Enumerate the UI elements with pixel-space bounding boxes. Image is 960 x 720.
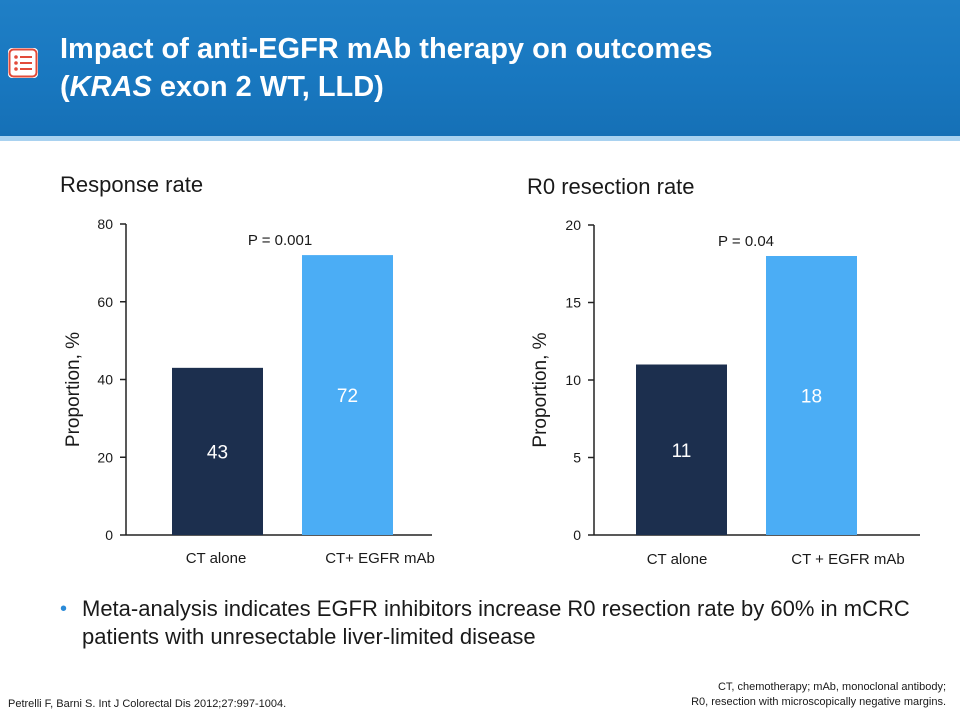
y-tick-label: 80 (97, 216, 113, 232)
list-icon[interactable] (8, 48, 38, 78)
y-tick-label: 20 (565, 217, 581, 233)
bar-ct-egfr (766, 256, 857, 535)
category-label: CT+ EGFR mAb (325, 550, 435, 567)
title-gene-name: KRAS (69, 71, 152, 103)
y-tick-label: 0 (105, 527, 113, 543)
chart-title-r0: R0 resection rate (527, 174, 695, 199)
chart-r0-resection: 0 5 10 15 20 Proportion, % 11 CT alone 18 CT + EG… (530, 217, 920, 568)
y-tick-label: 0 (573, 527, 581, 543)
slide-title: Impact of anti-EGFR mAb therapy on outco… (60, 30, 940, 106)
title-line-2: (KRAS exon 2 WT, LLD) (60, 71, 384, 103)
bullet-icon: • (60, 598, 68, 620)
abbreviations-line-1: CT, chemotherapy; mAb, monoclonal antibo… (717, 681, 946, 693)
chart-response-rate: 0 20 40 60 80 Proportion, % 43 CT alone 72 CT+ EG… (63, 216, 435, 567)
data-label: 18 (801, 387, 822, 408)
p-value-annotation: P = 0.001 (248, 232, 312, 249)
y-tick-label: 15 (565, 295, 581, 311)
y-axis-label: Proportion, % (63, 332, 84, 447)
y-axis-label: Proportion, % (530, 332, 551, 447)
category-label: CT alone (647, 551, 708, 568)
reference-citation: Petrelli F, Barni S. Int J Colorectal Di… (8, 698, 287, 710)
bar-ct-alone (172, 367, 263, 535)
data-label: 43 (207, 442, 228, 463)
p-value-annotation: P = 0.04 (718, 233, 774, 250)
y-tick-label: 10 (565, 372, 581, 388)
y-tick-label: 60 (97, 294, 113, 310)
chart-title-response: Response rate (60, 172, 204, 197)
data-label: 11 (672, 441, 692, 462)
bullet-text: Meta-analysis indicates EGFR inhibitors … (82, 596, 910, 649)
bar-ct-alone (636, 364, 727, 535)
data-label: 72 (337, 386, 358, 407)
category-label: CT + EGFR mAb (791, 551, 905, 568)
y-tick-label: 40 (97, 372, 113, 388)
abbreviations-line-2: R0, resection with microscopically negat… (691, 696, 946, 708)
category-label: CT alone (186, 550, 247, 567)
header-bar (0, 0, 960, 136)
y-tick-label: 5 (573, 450, 581, 466)
abbreviations-note: CT, chemotherapy; mAb, monoclonal antibo… (691, 680, 946, 710)
header-divider (0, 136, 960, 141)
y-tick-label: 20 (97, 449, 113, 465)
title-line-1: Impact of anti-EGFR mAb therapy on outco… (60, 33, 713, 65)
bar-ct-egfr (302, 255, 393, 535)
